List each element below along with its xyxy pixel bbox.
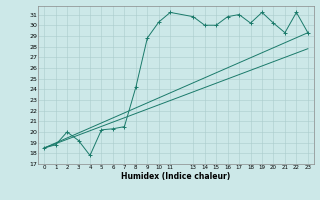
- X-axis label: Humidex (Indice chaleur): Humidex (Indice chaleur): [121, 172, 231, 181]
